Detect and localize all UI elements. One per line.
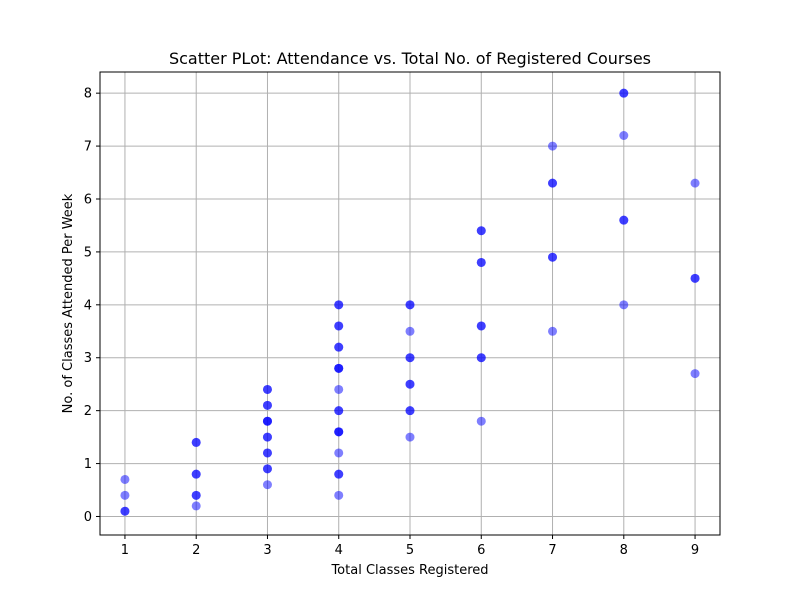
y-axis-ticks: 0 1 2 3 4 5 6 7 8 [84, 87, 100, 525]
y-tick-label: 7 [84, 140, 92, 155]
y-tick-label: 6 [84, 192, 92, 207]
y-axis-label: No. of Classes Attended Per Week [61, 193, 76, 413]
data-point [334, 300, 344, 310]
x-axis-label: Total Classes Registered [330, 563, 488, 578]
y-tick-label: 0 [84, 510, 92, 525]
y-tick-label: 8 [84, 87, 92, 102]
data-point [262, 400, 272, 410]
data-point [334, 363, 344, 373]
data-point [334, 342, 344, 352]
data-point [619, 215, 629, 225]
data-point [120, 506, 130, 516]
x-tick-label: 3 [263, 543, 271, 558]
data-point [476, 416, 486, 426]
data-point [334, 321, 344, 331]
data-point [334, 490, 344, 500]
data-point [262, 384, 272, 394]
y-tick-label: 3 [84, 351, 92, 366]
x-tick-label: 4 [335, 543, 343, 558]
data-point [405, 300, 415, 310]
data-point [476, 321, 486, 331]
data-point [476, 353, 486, 363]
data-point [476, 226, 486, 236]
data-point [191, 469, 201, 479]
data-point [548, 252, 558, 262]
data-point [191, 501, 201, 511]
data-point [405, 353, 415, 363]
x-tick-label: 1 [121, 543, 129, 558]
data-point [476, 257, 486, 267]
x-tick-label: 5 [406, 543, 414, 558]
data-point [120, 474, 130, 484]
x-tick-label: 6 [477, 543, 485, 558]
data-point [262, 416, 272, 426]
data-point [405, 379, 415, 389]
data-point [120, 490, 130, 500]
data-point [191, 490, 201, 500]
y-tick-label: 4 [84, 298, 92, 313]
x-tick-label: 9 [691, 543, 699, 558]
data-point [405, 432, 415, 442]
x-axis-ticks: 1 2 3 4 5 6 7 8 9 [121, 535, 699, 558]
x-tick-label: 8 [620, 543, 628, 558]
data-point [548, 326, 558, 336]
data-point [262, 480, 272, 490]
chart-title: Scatter PLot: Attendance vs. Total No. o… [169, 49, 651, 68]
data-point [619, 88, 629, 98]
x-tick-label: 2 [192, 543, 200, 558]
data-point [690, 178, 700, 188]
data-point [262, 448, 272, 458]
data-point [334, 448, 344, 458]
data-point [334, 406, 344, 416]
data-point [405, 406, 415, 416]
y-tick-label: 1 [84, 457, 92, 472]
data-point [334, 427, 344, 437]
data-point [619, 300, 629, 310]
x-tick-label: 7 [548, 543, 556, 558]
data-point [548, 178, 558, 188]
y-tick-label: 5 [84, 245, 92, 260]
data-point [262, 432, 272, 442]
data-point [690, 369, 700, 379]
data-point [548, 141, 558, 151]
data-point [690, 273, 700, 283]
data-point [262, 464, 272, 474]
data-points [120, 88, 700, 516]
y-tick-label: 2 [84, 404, 92, 419]
data-point [619, 130, 629, 140]
data-point [334, 469, 344, 479]
data-point [405, 326, 415, 336]
data-point [191, 437, 201, 447]
data-point [334, 384, 344, 394]
